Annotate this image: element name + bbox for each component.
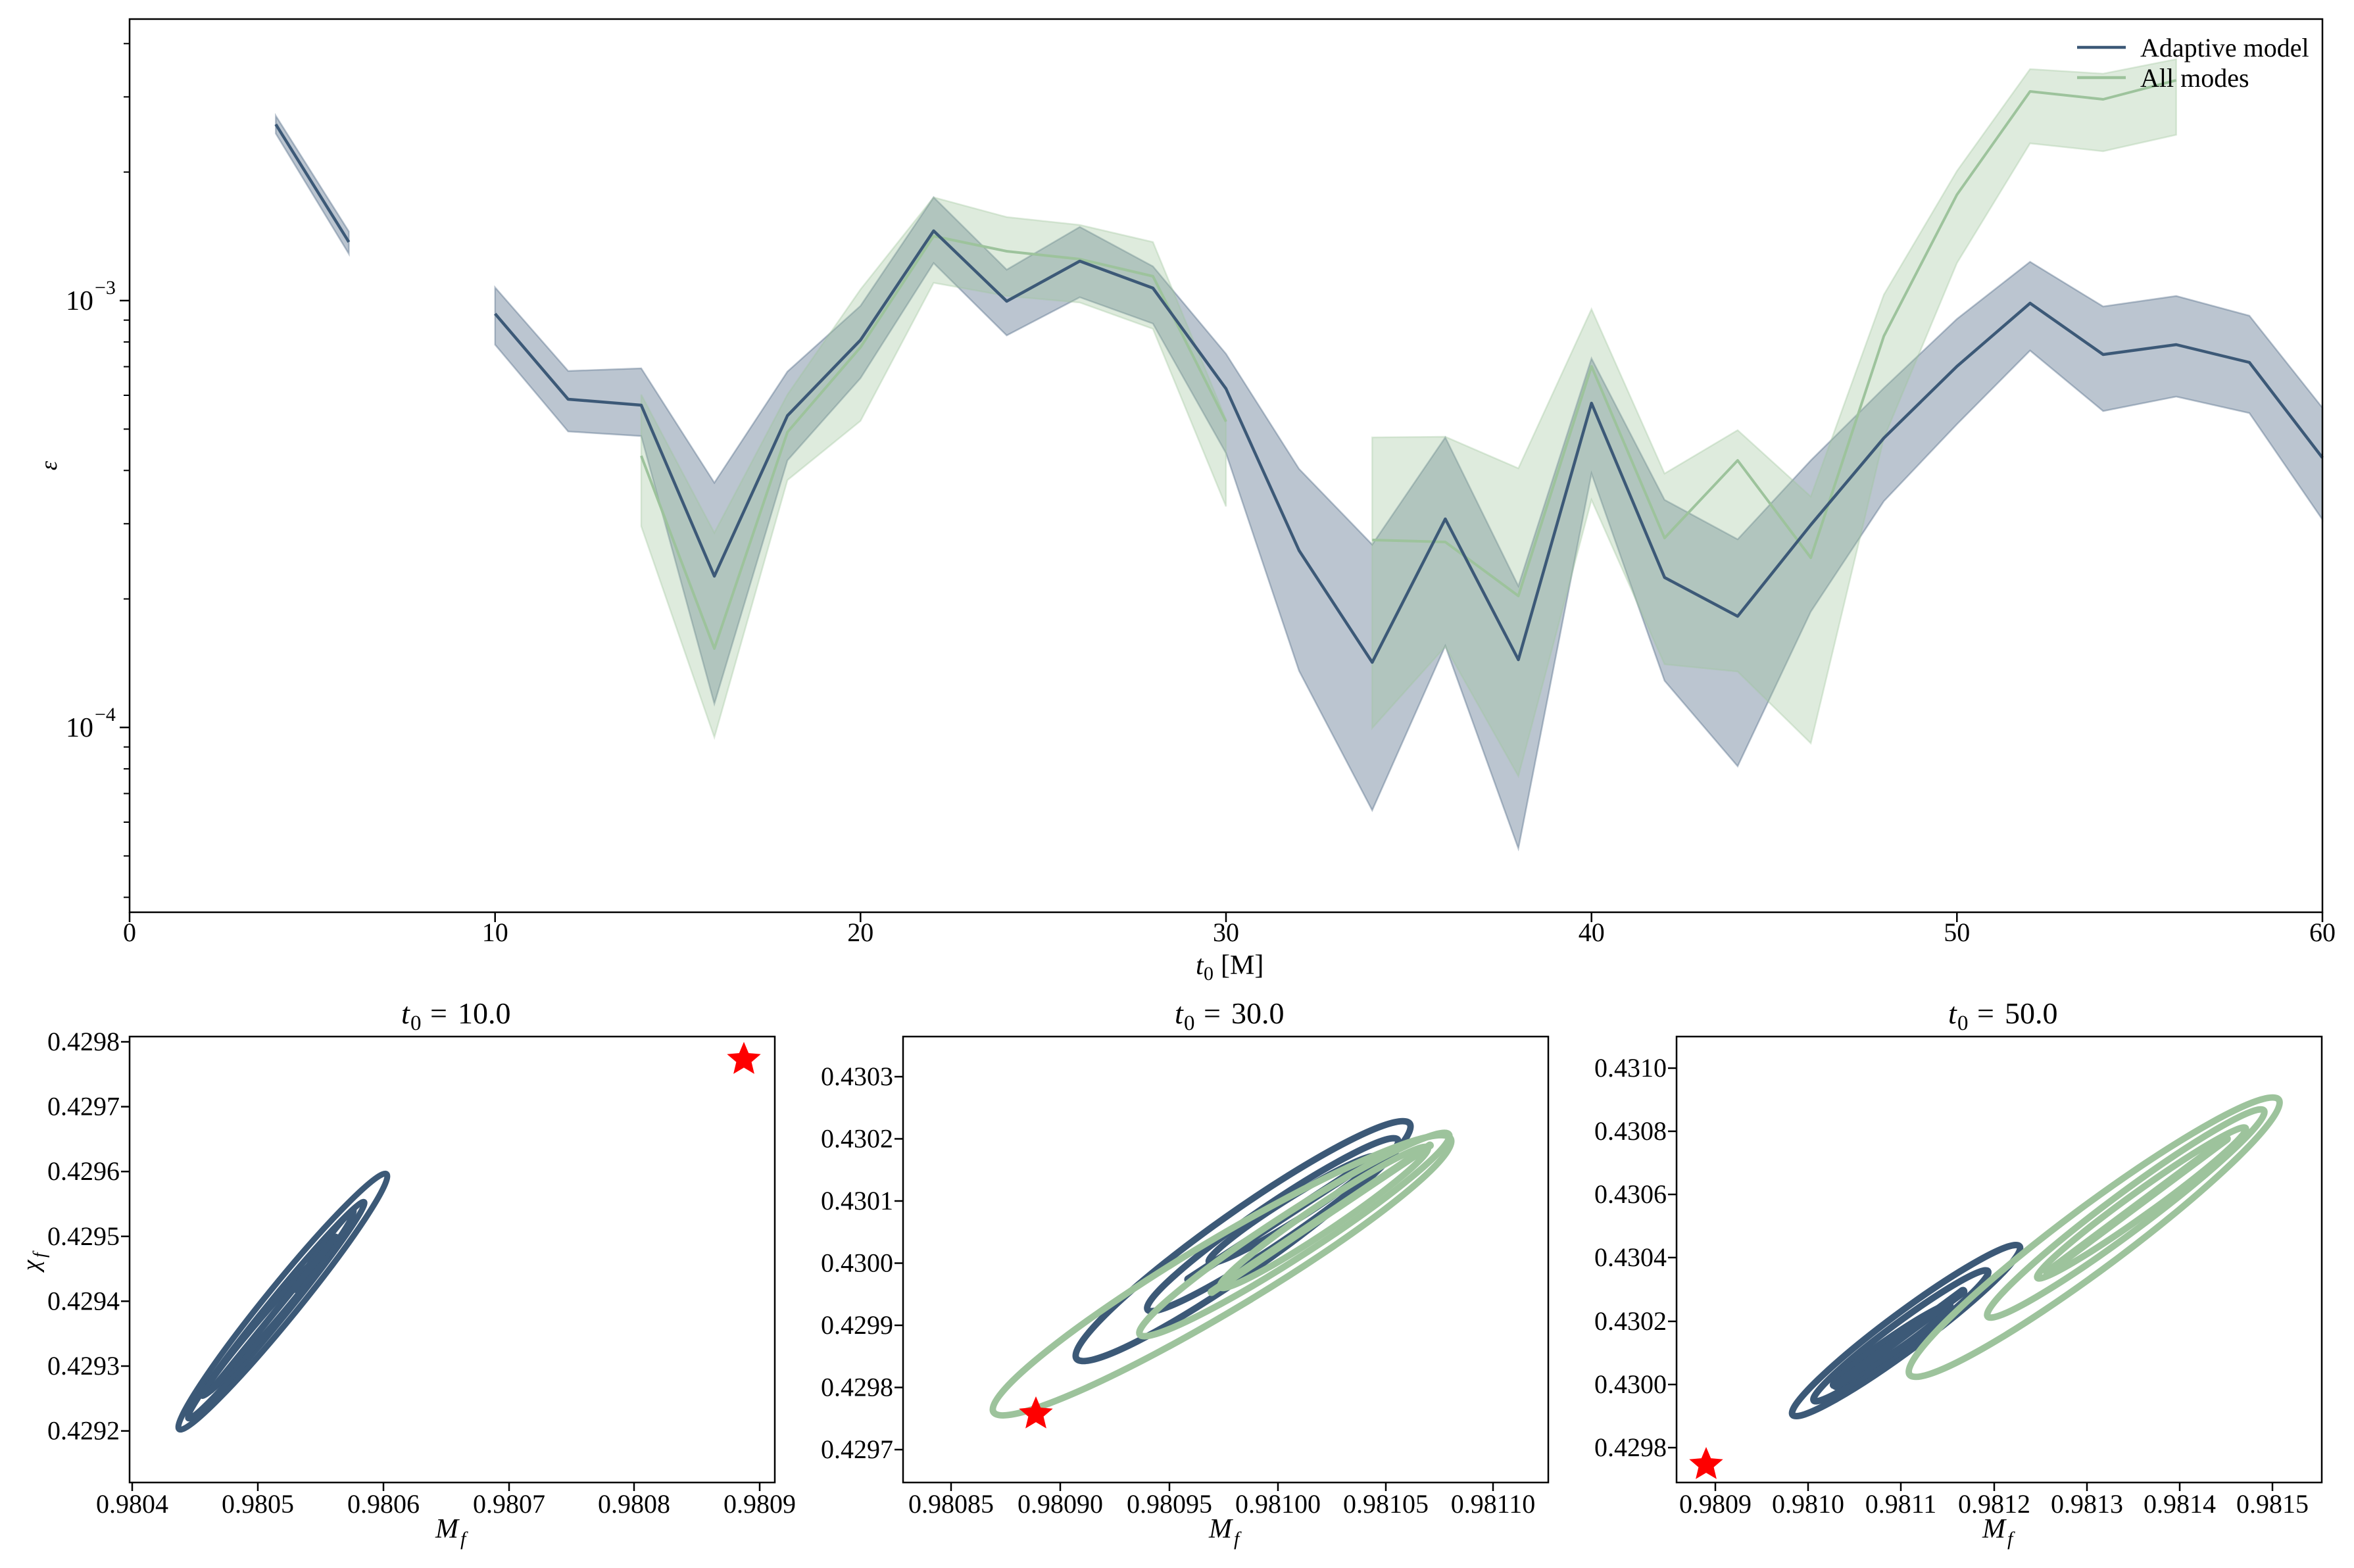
svg-text:0.9810: 0.9810	[1772, 1489, 1844, 1519]
svg-text:0.98110: 0.98110	[1451, 1489, 1536, 1519]
svg-text:0.4297: 0.4297	[47, 1092, 120, 1121]
svg-text:0.4298: 0.4298	[821, 1373, 893, 1402]
svg-text:ε: ε	[36, 460, 62, 470]
svg-text:All modes: All modes	[2140, 63, 2249, 93]
svg-text:0.9812: 0.9812	[1958, 1489, 2030, 1519]
svg-text:0.9805: 0.9805	[222, 1489, 294, 1519]
svg-text:0: 0	[410, 1012, 422, 1035]
svg-text:0: 0	[123, 918, 136, 947]
svg-text:0.4292: 0.4292	[47, 1416, 120, 1446]
svg-text:0.4297: 0.4297	[821, 1434, 893, 1464]
svg-text:f: f	[30, 1250, 49, 1258]
svg-text:0.98100: 0.98100	[1235, 1489, 1321, 1519]
svg-text:M: M	[1982, 1514, 2007, 1544]
svg-text:0.4293: 0.4293	[47, 1351, 120, 1381]
svg-text:0.9814: 0.9814	[2144, 1489, 2216, 1519]
svg-text:0.9804: 0.9804	[96, 1489, 168, 1519]
svg-text:0.9811: 0.9811	[1865, 1489, 1937, 1519]
svg-text:0.9809: 0.9809	[723, 1489, 796, 1519]
svg-text:0.4303: 0.4303	[821, 1062, 893, 1091]
svg-text:0.9813: 0.9813	[2051, 1489, 2123, 1519]
svg-text:Adaptive model: Adaptive model	[2140, 33, 2309, 62]
svg-text:10: 10	[66, 286, 93, 316]
svg-text:0: 0	[1184, 1012, 1195, 1035]
svg-text:40: 40	[1579, 918, 1605, 947]
svg-text:0.9815: 0.9815	[2236, 1489, 2309, 1519]
svg-text:0.4308: 0.4308	[1594, 1116, 1667, 1146]
svg-text:0.4301: 0.4301	[821, 1186, 893, 1215]
svg-text:=: =	[1204, 996, 1221, 1030]
svg-text:t: t	[1948, 996, 1957, 1030]
svg-text:0: 0	[1204, 963, 1214, 985]
svg-text:0.4310: 0.4310	[1594, 1053, 1667, 1083]
svg-text:60: 60	[2309, 918, 2336, 947]
svg-text:t: t	[1175, 996, 1184, 1030]
svg-text:t: t	[1196, 950, 1204, 981]
svg-text:30.0: 30.0	[1231, 996, 1285, 1030]
svg-text:M: M	[435, 1514, 460, 1544]
svg-text:0.9806: 0.9806	[347, 1489, 420, 1519]
svg-text:0.98105: 0.98105	[1343, 1489, 1429, 1519]
svg-text:0.98090: 0.98090	[1018, 1489, 1103, 1519]
svg-text:10: 10	[66, 713, 93, 743]
svg-text:0.4306: 0.4306	[1594, 1179, 1667, 1209]
svg-text:0.4299: 0.4299	[821, 1310, 893, 1340]
svg-text:=: =	[430, 996, 447, 1030]
svg-text:−4: −4	[95, 704, 116, 725]
svg-text:10: 10	[482, 918, 508, 947]
svg-text:0.4302: 0.4302	[1594, 1306, 1667, 1336]
svg-text:0.4298: 0.4298	[1594, 1433, 1667, 1462]
svg-text:0.9807: 0.9807	[473, 1489, 545, 1519]
svg-text:10.0: 10.0	[458, 996, 511, 1030]
svg-text:0: 0	[1957, 1012, 1969, 1035]
svg-text:50: 50	[1944, 918, 1970, 947]
svg-text:0.4295: 0.4295	[47, 1221, 120, 1251]
svg-text:0.4296: 0.4296	[47, 1156, 120, 1186]
svg-text:0.4300: 0.4300	[1594, 1369, 1667, 1399]
svg-text:t: t	[401, 996, 410, 1030]
svg-text:=: =	[1977, 996, 1994, 1030]
svg-text:[M]: [M]	[1221, 950, 1263, 981]
svg-text:0.4300: 0.4300	[821, 1248, 893, 1278]
svg-text:0.9808: 0.9808	[598, 1489, 670, 1519]
svg-text:0.4302: 0.4302	[821, 1124, 893, 1154]
svg-text:−3: −3	[95, 277, 116, 299]
svg-text:0.4294: 0.4294	[47, 1286, 120, 1315]
svg-text:0.9809: 0.9809	[1679, 1489, 1752, 1519]
svg-text:0.98095: 0.98095	[1127, 1489, 1212, 1519]
svg-text:χ: χ	[18, 1259, 45, 1273]
svg-text:0.4298: 0.4298	[47, 1027, 120, 1056]
svg-text:0.98085: 0.98085	[908, 1489, 994, 1519]
svg-text:M: M	[1208, 1514, 1233, 1544]
svg-text:50.0: 50.0	[2005, 996, 2058, 1030]
svg-text:0.4304: 0.4304	[1594, 1242, 1667, 1272]
svg-text:30: 30	[1213, 918, 1239, 947]
svg-text:20: 20	[847, 918, 873, 947]
